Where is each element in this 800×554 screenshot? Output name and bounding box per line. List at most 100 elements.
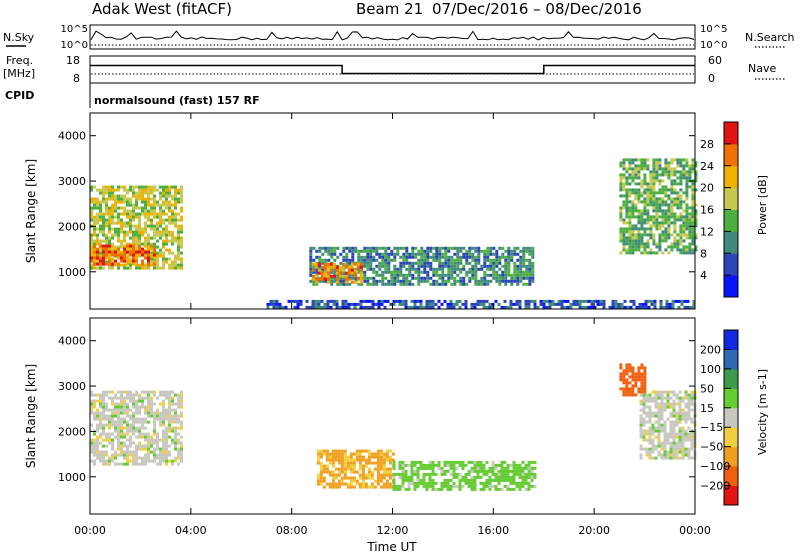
radar-echo-cell [369,249,373,253]
radar-echo-cell [385,485,389,489]
radar-echo-cell [171,194,174,198]
radar-echo-cell [348,273,352,277]
radar-echo-cell [105,185,108,189]
radar-echo-cell [531,273,535,277]
radar-echo-cell [528,276,532,280]
radar-echo-cell [516,273,520,277]
radar-echo-cell [631,236,635,240]
radar-echo-cell [177,405,180,409]
radar-echo-cell [138,250,141,254]
radar-echo-cell [649,185,653,189]
radar-echo-cell [135,203,138,207]
radar-echo-cell [150,224,153,228]
radar-echo-cell [628,182,632,186]
radar-echo-cell [625,378,629,382]
radar-echo-cell [429,246,433,250]
radar-echo-cell [691,203,695,207]
radar-echo-cell [135,227,138,231]
radar-echo-cell [102,191,105,195]
radar-echo-cell [141,209,144,213]
radar-echo-cell [428,460,432,464]
radar-echo-cell [366,282,370,286]
radar-echo-cell [395,472,399,476]
radar-echo-cell [459,270,463,274]
radar-echo-cell [331,464,335,468]
radar-echo-cell [141,390,144,394]
radar-echo-cell [388,476,392,480]
radar-echo-cell [141,242,144,246]
radar-echo-cell [93,221,96,225]
radar-echo-cell [679,212,683,216]
radar-echo-cell [470,305,474,309]
radar-echo-cell [410,299,414,303]
radar-echo-cell [619,230,623,234]
radar-echo-cell [655,251,659,255]
radar-echo-cell [528,249,532,253]
radar-echo-cell [385,473,389,477]
radar-echo-cell [177,239,180,243]
radar-echo-cell [494,475,498,479]
radar-echo-cell [174,444,177,448]
radar-echo-cell [634,248,638,252]
radar-echo-cell [171,242,174,246]
radar-echo-cell [347,277,351,281]
radar-echo-cell [524,463,528,467]
radar-echo-cell [637,372,641,376]
radar-echo-cell [443,472,447,476]
radar-echo-cell [655,221,659,225]
radar-echo-cell [335,299,339,303]
radar-echo-cell [347,305,351,309]
radar-echo-cell [651,423,655,427]
x-tick-label: 00:00 [74,524,106,537]
radar-echo-cell [387,246,391,250]
radar-echo-cell [428,481,432,485]
radar-echo-cell [177,245,180,249]
radar-echo-cell [99,254,102,258]
radar-echo-cell [153,260,156,264]
radar-echo-cell [325,467,329,471]
radar-echo-cell [111,396,114,400]
radar-echo-cell [444,246,448,250]
radar-echo-cell [652,242,656,246]
radar-echo-cell [342,270,346,274]
radar-echo-cell [690,402,694,406]
radar-echo-cell [153,197,156,201]
radar-echo-cell [314,277,318,281]
radar-echo-cell [393,282,397,286]
radar-echo-cell [681,447,685,451]
radar-echo-cell [153,262,156,266]
radar-echo-cell [450,246,454,250]
radar-echo-cell [381,264,385,268]
radar-echo-cell [660,444,664,448]
radar-echo-cell [177,200,180,204]
radar-echo-cell [309,279,313,283]
radar-echo-cell [385,455,389,459]
radar-echo-cell [462,252,466,256]
radar-echo-cell [326,262,330,266]
radar-echo-cell [649,236,653,240]
radar-echo-cell [652,221,656,225]
radar-echo-cell [380,299,384,303]
radar-echo-cell [660,447,664,451]
radar-echo-cell [661,209,665,213]
radar-echo-cell [174,263,177,267]
radar-echo-cell [652,158,656,162]
radar-echo-cell [664,203,668,207]
radar-echo-cell [96,414,99,418]
radar-echo-cell [180,188,183,192]
radar-echo-cell [132,459,135,463]
radar-echo-cell [138,411,141,415]
y-tick-label: 2000 [58,425,86,438]
radar-echo-cell [392,463,396,467]
radar-echo-cell [694,218,698,222]
radar-echo-cell [429,264,433,268]
radar-echo-cell [126,209,129,213]
radar-echo-cell [343,464,347,468]
radar-echo-cell [663,450,667,454]
radar-echo-cell [664,170,668,174]
radar-echo-cell [114,247,117,251]
radar-echo-cell [132,206,135,210]
radar-echo-cell [691,167,695,171]
radar-echo-cell [141,435,144,439]
